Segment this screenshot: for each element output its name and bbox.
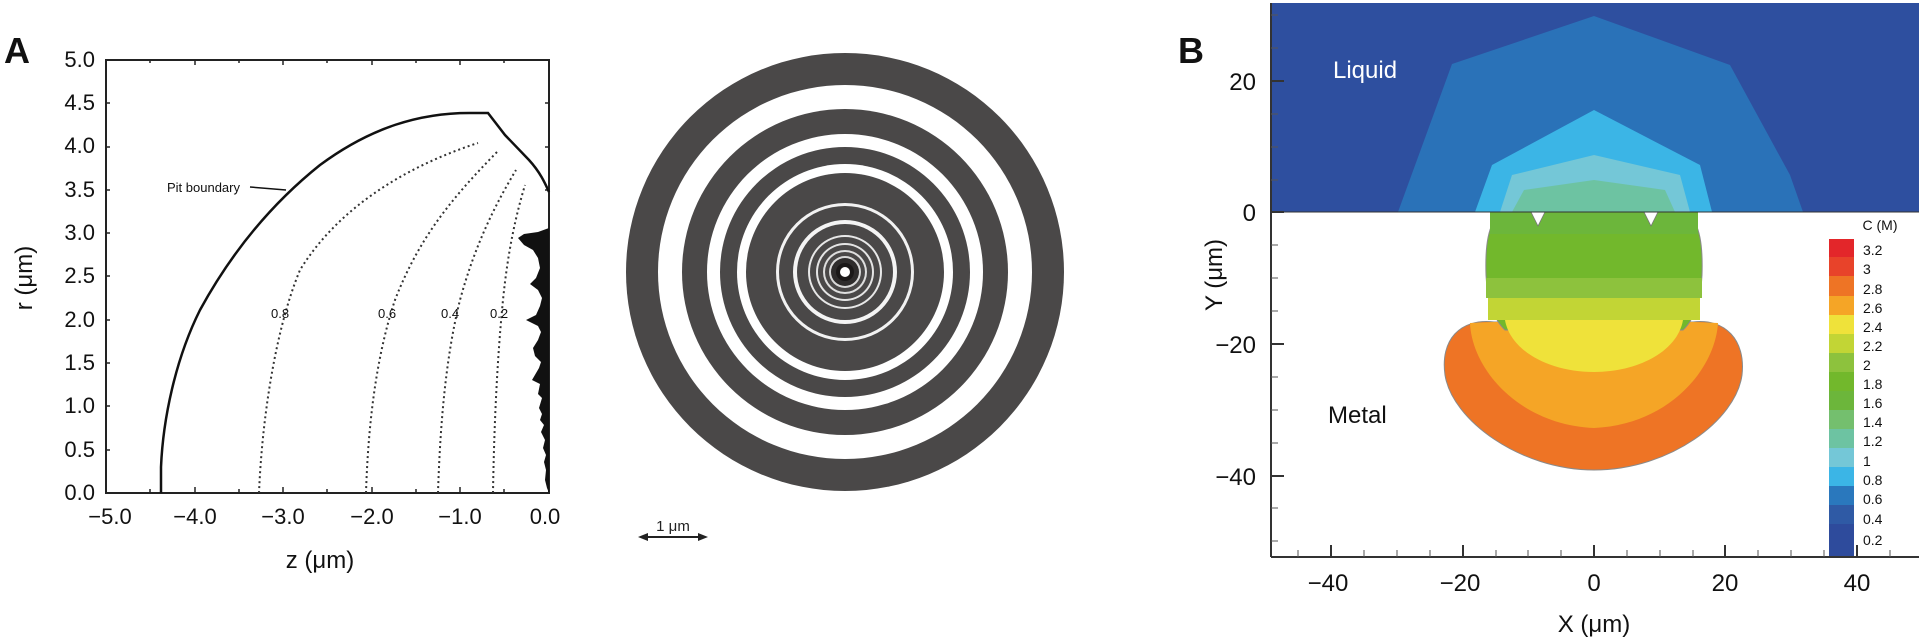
x-tick-label: 0.0 <box>530 504 561 529</box>
colorbar-label: 1.8 <box>1863 376 1883 392</box>
x-tick-label: 0 <box>1587 570 1600 597</box>
x-tick-label: 20 <box>1712 570 1739 597</box>
metal-label: Metal <box>1328 402 1387 429</box>
y-tick-label: 20 <box>1229 69 1256 96</box>
colorbar-label: 1.4 <box>1863 414 1883 430</box>
y-tick-label: 3.0 <box>64 220 95 245</box>
x-tick-label: −5.0 <box>88 504 131 529</box>
contour-band-1 <box>1512 180 1675 212</box>
liquid-label: Liquid <box>1333 57 1397 84</box>
y-tick-label: 0.0 <box>64 480 95 505</box>
colorbar-label: 2.2 <box>1863 338 1883 354</box>
x-tick-label: −2.0 <box>350 504 393 529</box>
contour-label: 0.8 <box>271 306 289 321</box>
y-tick-label: 3.5 <box>64 177 95 202</box>
b-y-axis-label: Y (μm) <box>1201 239 1228 311</box>
x-tick-label: −3.0 <box>261 504 304 529</box>
pit-boundary-annotation: Pit boundary <box>167 180 240 195</box>
x-tick-label: 40 <box>1844 570 1871 597</box>
y-tick-label: 1.5 <box>64 350 95 375</box>
y-axis-label: r (μm) <box>11 246 38 310</box>
colorbar-label: 0.2 <box>1863 532 1883 548</box>
contour-0.6 <box>365 151 498 494</box>
y-tick-label: 4.0 <box>64 133 95 158</box>
contour-label: 0.4 <box>441 306 459 321</box>
potential-contours <box>258 142 526 494</box>
colorbar-title: C (M) <box>1863 217 1898 233</box>
b-y-ticks <box>1271 80 1284 477</box>
x-tick-label: −4.0 <box>173 504 216 529</box>
b-x-axis-label: X (μm) <box>1558 611 1630 638</box>
panel-a-letter: A <box>4 30 30 71</box>
y-tick-label: 0 <box>1243 200 1256 227</box>
panel-b-letter: B <box>1178 30 1204 71</box>
y-ticks <box>106 102 549 451</box>
pit-contour <box>1443 211 1743 471</box>
pit-boundary-line <box>159 111 551 493</box>
panel-b-plot: 20 0 −20 −40 −40 −20 0 20 40 X (μm) Y (μ… <box>1201 3 1919 638</box>
contour-label: 0.6 <box>378 306 396 321</box>
colorbar-label: 1.2 <box>1863 433 1883 449</box>
b-x-ticks <box>1330 545 1858 557</box>
b-y-tick-labels: 20 0 −20 −40 <box>1215 69 1256 491</box>
colorbar-label: 2.4 <box>1863 319 1883 335</box>
colorbar-label: 0.4 <box>1863 511 1883 527</box>
y-tick-label: 1.0 <box>64 393 95 418</box>
deposit-shape <box>518 228 549 493</box>
colorbar-label: 3 <box>1863 261 1871 277</box>
colorbar-label: 3.2 <box>1863 242 1883 258</box>
x-axis-label: z (μm) <box>286 547 354 574</box>
y-tick-label: 5.0 <box>64 47 95 72</box>
contour-labels: 0.8 0.6 0.4 0.2 <box>271 306 508 321</box>
y-tick-label: 2.5 <box>64 263 95 288</box>
annotation-leader <box>249 186 287 191</box>
x-ticks <box>105 60 505 493</box>
scale-bar: 1 μm <box>638 518 708 541</box>
colorbar <box>1829 239 1854 556</box>
b-x-tick-labels: −40 −20 0 20 40 <box>1308 570 1871 597</box>
colorbar-label: 1 <box>1863 453 1871 469</box>
colorbar-label: 0.8 <box>1863 472 1883 488</box>
colorbar-label: 0.6 <box>1863 491 1883 507</box>
contour-0.2 <box>492 184 526 494</box>
panel-a-plot: 0.0 0.5 1.0 1.5 2.0 2.5 3.0 3.5 4.0 4.5 … <box>11 47 560 574</box>
y-tick-label: −20 <box>1215 332 1256 359</box>
y-tick-labels: 0.0 0.5 1.0 1.5 2.0 2.5 3.0 3.5 4.0 4.5 … <box>64 47 95 505</box>
y-tick-label: −40 <box>1215 464 1256 491</box>
y-tick-label: 4.5 <box>64 90 95 115</box>
colorbar-label: 2.8 <box>1863 281 1883 297</box>
colorbar-label: 1.6 <box>1863 395 1883 411</box>
colorbar-label: 2 <box>1863 357 1871 373</box>
contour-label: 0.2 <box>490 306 508 321</box>
y-tick-label: 0.5 <box>64 437 95 462</box>
concentric-rings-image: 1 μm <box>626 53 1064 541</box>
scale-bar-label: 1 μm <box>656 518 690 535</box>
b-x-minor-ticks <box>1297 550 1891 557</box>
x-tick-labels: −5.0 −4.0 −3.0 −2.0 −1.0 0.0 <box>88 504 560 529</box>
contour-0.4 <box>437 169 517 494</box>
colorbar-label: 2.6 <box>1863 300 1883 316</box>
b-y-minor-ticks <box>1271 14 1278 542</box>
y-tick-label: 2.0 <box>64 307 95 332</box>
colorbar-labels: 3.2 3 2.8 2.6 2.4 2.2 2 1.8 1.6 1.4 1.2 … <box>1863 242 1883 548</box>
plot-frame <box>105 59 550 494</box>
x-tick-label: −40 <box>1308 570 1349 597</box>
x-tick-label: −20 <box>1440 570 1481 597</box>
x-tick-label: −1.0 <box>438 504 481 529</box>
